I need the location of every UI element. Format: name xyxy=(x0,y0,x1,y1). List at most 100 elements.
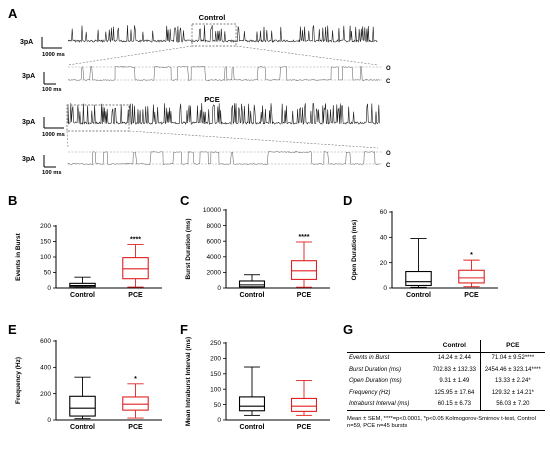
control-trace-title: Control xyxy=(199,13,226,22)
box-iqr xyxy=(405,270,432,287)
table-header-row: Control PCE xyxy=(347,340,545,353)
box-control xyxy=(238,366,266,416)
box-control xyxy=(238,274,266,289)
panel-label-a: A xyxy=(8,6,18,21)
table-header-control: Control xyxy=(429,340,481,353)
control-zoom-guide-right xyxy=(235,45,379,66)
y-tick-label: 400 xyxy=(40,365,51,372)
box-pce xyxy=(122,244,149,288)
boxplot-c: 0 2000 4000 6000 8000 10000 Burst Duration (ms… xyxy=(185,207,330,299)
current-trace-path xyxy=(67,24,378,44)
y-tick-label: 6000 xyxy=(207,238,222,245)
y-tick-label: 0 xyxy=(217,417,221,424)
row-label: Open Duration (ms) xyxy=(349,378,402,385)
box-iqr xyxy=(458,269,485,284)
box-iqr xyxy=(122,257,149,280)
x-tick-label: Control xyxy=(70,292,95,299)
y-tick-label: 250 xyxy=(210,340,221,347)
y-tick-label: 20 xyxy=(380,260,388,267)
scale-bar-control xyxy=(41,37,62,49)
y-tick-label: 600 xyxy=(40,338,51,345)
control-value: 60.15 ± 6.73 xyxy=(429,398,481,411)
y-tick-label: 8000 xyxy=(207,223,222,230)
scale-3pa-control-expanded: 3pA xyxy=(22,73,35,80)
y-axis-label: Mean Intraburst Interval (ms) xyxy=(185,337,192,426)
x-tick-label: PCE xyxy=(297,292,312,299)
control-value: 125.95 ± 17.64 xyxy=(434,389,475,396)
table-row: Open Duration (ms) 9.31 ± 1.49 13.33 ± 2… xyxy=(347,375,545,387)
box-iqr xyxy=(290,397,318,412)
significance-marker: * xyxy=(470,252,473,259)
box-iqr xyxy=(238,396,266,412)
scale-bar-pce-expanded xyxy=(43,155,56,168)
significance-marker: **** xyxy=(130,237,141,244)
panel-label-d: D xyxy=(343,193,352,208)
row-label: Frequency (Hz) xyxy=(349,389,391,396)
control-value: 702.83 ± 132.33 xyxy=(432,366,477,373)
y-tick-label: 50 xyxy=(44,270,52,277)
scale-3pa-pce: 3pA xyxy=(22,119,35,126)
table-row: Frequency (Hz) 125.95 ± 17.64 129.32 ± 1… xyxy=(347,387,545,399)
y-tick-label: 2000 xyxy=(207,270,222,277)
y-tick-label: 100 xyxy=(210,386,221,393)
y-tick-label: 50 xyxy=(214,402,222,409)
pce-value: 13.33 ± 2.24* xyxy=(479,375,545,387)
control-zoom-guide-left xyxy=(67,45,193,66)
control-compressed-trace xyxy=(67,24,378,44)
y-tick-label: 10000 xyxy=(203,207,221,214)
table-row: Intraburst Interval (ms) 60.15 ± 6.73 56… xyxy=(347,398,545,411)
x-tick-label: Control xyxy=(406,292,431,299)
boxplot-b: 0 50 100 150 200 Events in Burst Control PCE ***… xyxy=(15,223,162,299)
box-control xyxy=(405,238,432,288)
y-axis-label: Open Duration (ms) xyxy=(351,220,358,281)
boxplot-f: 0 50 100 150 200 250 Mean Intraburst Interval … xyxy=(185,337,330,431)
pce-expanded-trace xyxy=(67,150,380,166)
scale-100ms-pce: 100 ms xyxy=(42,170,62,176)
box-pce xyxy=(290,241,318,288)
current-trace-path xyxy=(67,150,380,166)
x-tick-label: PCE xyxy=(128,292,143,299)
x-tick-label: Control xyxy=(240,292,265,299)
boxplot-d: 0 20 40 60 Open Duration (ms) Control PCE * xyxy=(351,209,498,299)
x-tick-label: PCE xyxy=(297,424,312,431)
scale-1000ms-pce: 1000 ms xyxy=(42,132,65,138)
box-iqr xyxy=(122,396,149,411)
table-header-pce: PCE xyxy=(479,340,545,353)
pce-value: 129.32 ± 14.21* xyxy=(479,387,545,399)
pce-trace-title: PCE xyxy=(204,95,219,104)
pce-zoom-guide-right xyxy=(128,130,379,149)
box-control xyxy=(69,376,96,420)
pce-compressed-trace xyxy=(67,103,380,126)
box-pce xyxy=(458,259,485,288)
panel-label-c: C xyxy=(180,193,190,208)
y-tick-label: 200 xyxy=(40,391,51,398)
y-tick-label: 150 xyxy=(40,239,51,246)
scale-3pa-pce-expanded: 3pA xyxy=(22,156,35,163)
control-open-label: O xyxy=(386,66,391,72)
panel-label-g: G xyxy=(343,322,353,337)
control-expanded-trace xyxy=(67,65,380,82)
significance-marker: **** xyxy=(299,234,310,241)
summary-table-panel: Control PCE Events in Burst 14.24 ± 2.44… xyxy=(347,340,545,440)
scale-3pa-control: 3pA xyxy=(20,39,33,46)
current-trace-path xyxy=(67,103,380,126)
y-tick-label: 60 xyxy=(380,209,388,216)
table-footnote: Mean ± SEM, ****=p<0.0001, *p<0.05 Kolmo… xyxy=(347,416,536,430)
box-iqr xyxy=(290,260,318,280)
current-trace-path xyxy=(67,65,380,82)
box-pce xyxy=(290,380,318,416)
pce-zoom-guide-left xyxy=(66,130,69,149)
row-label: Events in Burst xyxy=(349,355,390,362)
x-tick-label: PCE xyxy=(464,292,479,299)
box-iqr xyxy=(69,395,96,417)
control-closed-label: C xyxy=(386,79,391,85)
y-tick-label: 40 xyxy=(380,235,388,242)
y-axis-label: Events in Burst xyxy=(15,232,22,281)
scale-1000ms-control: 1000 ms xyxy=(42,52,65,58)
y-tick-label: 200 xyxy=(40,223,51,230)
pce-value: 2454.46 ± 323.14**** xyxy=(479,364,545,376)
x-tick-label: Control xyxy=(70,424,95,431)
y-tick-label: 0 xyxy=(217,285,221,292)
